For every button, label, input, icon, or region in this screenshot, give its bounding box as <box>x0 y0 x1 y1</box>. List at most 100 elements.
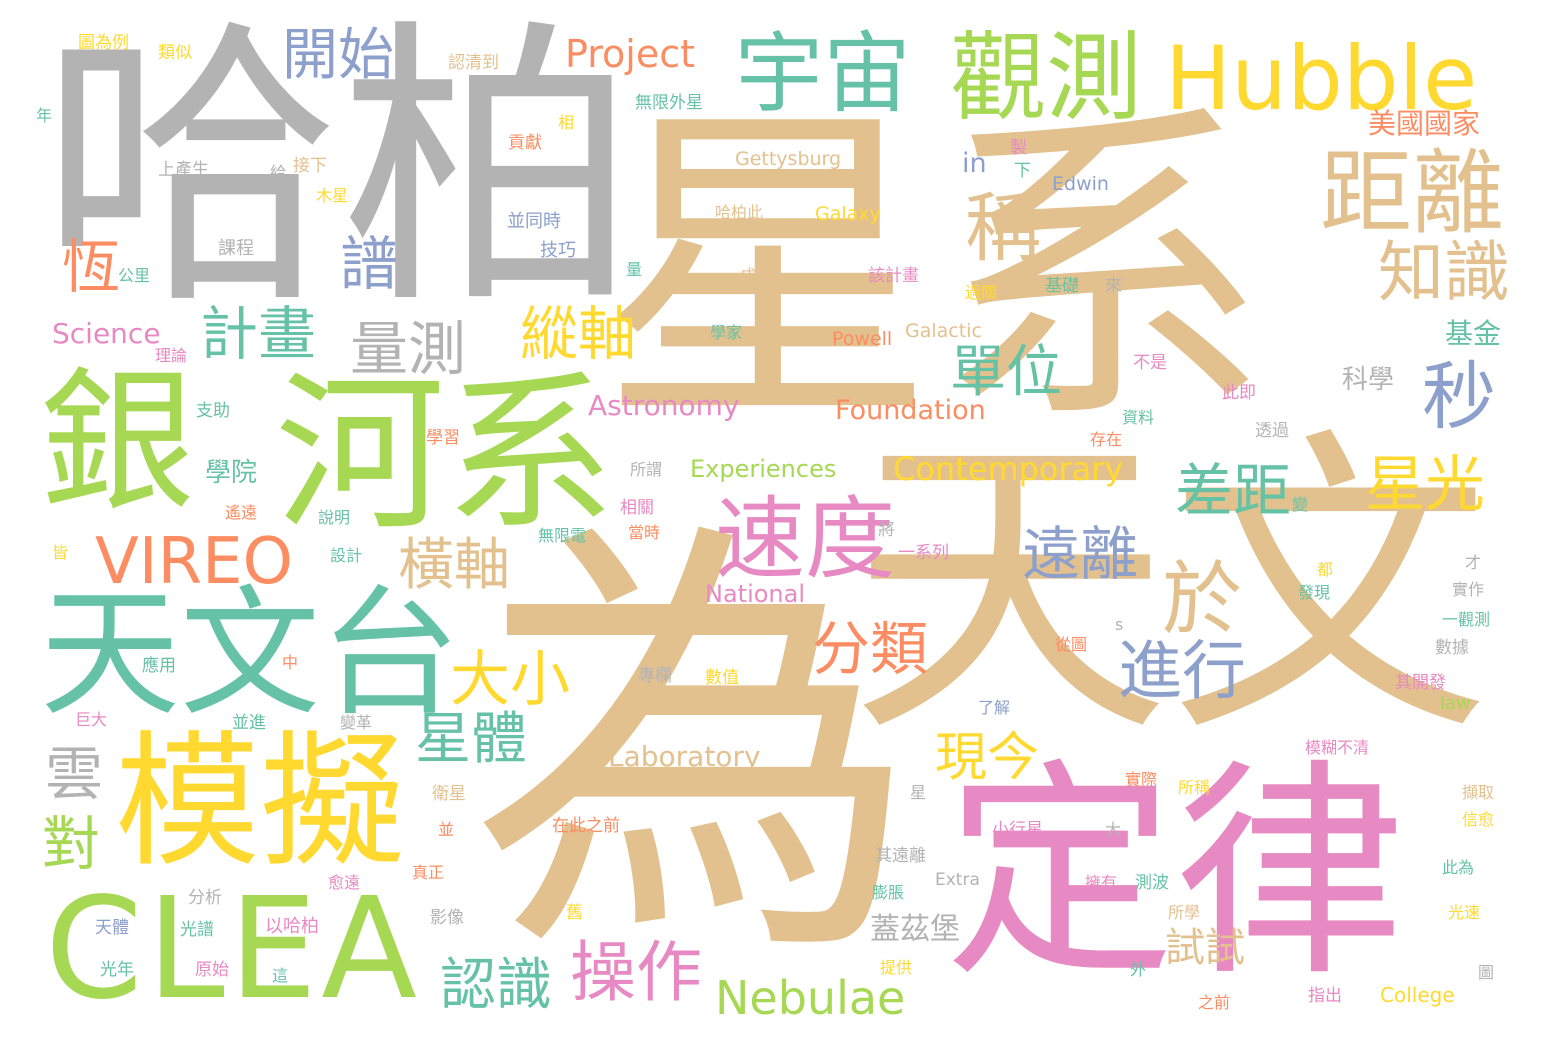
word: 應用 <box>142 656 176 676</box>
word: 模糊不清 <box>1305 738 1370 757</box>
word: 一觀測 <box>1442 610 1491 629</box>
word: 星 <box>910 783 927 802</box>
word: 變 <box>1292 495 1309 514</box>
word: Galactic <box>905 320 982 342</box>
word: College <box>1380 983 1455 1007</box>
word: National <box>705 580 806 608</box>
word: 計畫 <box>200 300 317 368</box>
word: 速度 <box>715 487 895 592</box>
word: 秒 <box>1422 354 1496 440</box>
word: 為 <box>470 488 920 1012</box>
word: 膨脹 <box>872 883 905 902</box>
word: 分類 <box>812 615 929 683</box>
word: 相 <box>558 113 575 132</box>
word: 真正 <box>412 863 445 882</box>
word: 天文 <box>850 404 1490 776</box>
word: Hubble <box>1165 27 1478 130</box>
word: 影像 <box>430 908 464 928</box>
word: Extra <box>935 870 980 890</box>
word: 當時 <box>628 523 661 542</box>
word: 哈柏此 <box>715 203 764 222</box>
word: 橫軸 <box>398 533 510 598</box>
word: 圖為例 <box>78 33 129 53</box>
word: CLEA <box>45 868 421 1031</box>
word: 恆 <box>62 233 121 301</box>
word: 操作 <box>570 934 702 1011</box>
word: 技巧 <box>540 240 576 261</box>
word: 單位 <box>950 340 1062 405</box>
word: 此為 <box>1442 858 1475 877</box>
word: 觀測 <box>950 22 1142 134</box>
word: 認清到 <box>448 53 499 73</box>
word: 愈遠 <box>328 873 361 892</box>
word: 所謂 <box>630 460 663 479</box>
word: 實作 <box>1452 580 1485 599</box>
word: 了解 <box>978 698 1011 717</box>
word: 貢獻 <box>508 133 542 153</box>
word: 無限電 <box>538 526 587 545</box>
word: Project <box>565 32 696 76</box>
word: 給 <box>270 163 287 182</box>
word: 上產生 <box>158 160 209 180</box>
word: 皆 <box>52 543 69 562</box>
word: 星光 <box>1365 450 1485 520</box>
word: 河系 <box>275 356 616 554</box>
word: Powell <box>832 328 893 350</box>
word: 所稱 <box>1178 778 1211 797</box>
word: 原始 <box>195 960 229 980</box>
word: 銀 <box>40 352 195 533</box>
word: 該計畫 <box>868 266 919 286</box>
word: 外 <box>1130 960 1147 979</box>
word: Contemporary <box>893 450 1124 488</box>
word: 衛星 <box>432 784 466 804</box>
word: 並進 <box>232 713 266 733</box>
word: 大小 <box>450 645 570 715</box>
word: 於 <box>1162 553 1242 646</box>
word: 測波 <box>1135 873 1169 893</box>
word: 擁有 <box>1085 873 1118 892</box>
word: 數據 <box>1435 638 1469 658</box>
word: 此即 <box>1222 383 1256 403</box>
word: 過關 <box>965 283 998 302</box>
word: 學院 <box>205 458 258 488</box>
word: 光譜 <box>180 920 214 940</box>
word: VIREO <box>95 525 293 599</box>
word: Laboratory <box>608 740 761 773</box>
word: 相關 <box>620 498 654 518</box>
word: 對 <box>42 810 101 878</box>
word: 進行 <box>1118 635 1246 709</box>
word: 數值 <box>705 668 739 688</box>
word: 成為 <box>740 266 773 285</box>
word: 並 <box>438 820 455 839</box>
word: 才 <box>1465 553 1482 572</box>
word: 類似 <box>158 43 192 63</box>
word: 定律 <box>945 741 1406 1008</box>
word: Edwin <box>1052 173 1109 195</box>
word: 雲 <box>45 740 104 808</box>
word: 資料 <box>1122 408 1155 427</box>
word: 基金 <box>1445 317 1502 350</box>
word: 遠離 <box>1022 520 1139 588</box>
word: 將 <box>878 520 895 540</box>
word: 提供 <box>880 958 913 977</box>
word: 試試 <box>1165 925 1245 971</box>
word: 無限外星 <box>635 93 703 113</box>
word: 分析 <box>188 888 222 908</box>
word: 這 <box>272 966 289 985</box>
word: 星系 <box>600 77 1270 467</box>
word: 指出 <box>1308 986 1342 1006</box>
word: 發現 <box>1298 583 1331 602</box>
word: 學家 <box>710 323 743 342</box>
word: 木星 <box>316 186 349 205</box>
word: 美國國家 <box>1368 107 1481 140</box>
word: 基礎 <box>1045 276 1079 296</box>
word: 存在 <box>1090 430 1123 449</box>
word: 現今 <box>935 728 1040 788</box>
word: 專欄 <box>638 666 672 686</box>
word: Experiences <box>690 455 837 483</box>
word: 舊 <box>566 903 583 923</box>
word: 製 <box>1010 138 1027 158</box>
word: 並同時 <box>507 211 561 232</box>
word: 開始 <box>282 23 394 88</box>
